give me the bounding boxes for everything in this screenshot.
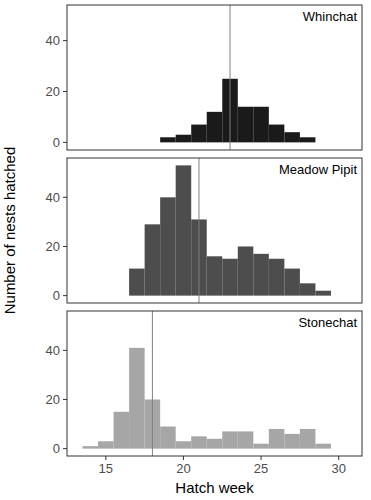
x-tick-label: 15 xyxy=(99,461,113,476)
bar xyxy=(129,269,145,296)
y-axis-label: Number of nests hatched xyxy=(1,147,18,315)
bar xyxy=(176,165,192,295)
y-tick xyxy=(63,448,67,449)
y-tick-label: 40 xyxy=(46,33,60,48)
bars xyxy=(160,5,315,150)
bar xyxy=(191,436,207,448)
bar xyxy=(160,197,176,295)
bar xyxy=(207,439,223,449)
bar xyxy=(300,137,316,142)
bar xyxy=(253,107,269,143)
mean-line xyxy=(198,158,199,303)
y-tick-label: 0 xyxy=(53,288,60,303)
bar xyxy=(269,259,285,296)
bar xyxy=(98,441,114,448)
y-tick xyxy=(63,246,67,247)
x-tick xyxy=(261,456,262,460)
bar xyxy=(160,137,176,142)
x-tick xyxy=(105,456,106,460)
y-tick-label: 0 xyxy=(53,135,60,150)
bar xyxy=(253,254,269,296)
bar xyxy=(315,444,331,449)
mean-line xyxy=(230,5,231,150)
bar xyxy=(83,446,99,448)
panel-frame xyxy=(67,158,362,303)
panel: 0 20 40 Whinchat xyxy=(46,5,362,150)
y-tick-label: 20 xyxy=(46,239,60,254)
bar xyxy=(222,431,238,448)
y-tick xyxy=(63,91,67,92)
bar xyxy=(284,132,300,142)
panel-title: Stonechat xyxy=(298,315,357,330)
bar xyxy=(176,441,192,448)
bar xyxy=(284,434,300,449)
mean-line xyxy=(152,311,153,456)
bars xyxy=(129,158,331,303)
x-tick-label: 25 xyxy=(254,461,268,476)
x-tick xyxy=(183,456,184,460)
y-tick-label: 20 xyxy=(46,84,60,99)
bar xyxy=(238,431,254,448)
panel-frame xyxy=(67,5,362,150)
bar xyxy=(129,348,145,449)
y-tick xyxy=(63,350,67,351)
bar xyxy=(176,135,192,143)
bar xyxy=(300,283,316,295)
bar xyxy=(269,125,285,143)
bar xyxy=(284,269,300,296)
bar xyxy=(269,429,285,449)
panel: 0 20 40 15 20 25 30 Stonechat xyxy=(46,311,362,476)
bar xyxy=(191,125,207,143)
y-tick xyxy=(63,295,67,296)
bar xyxy=(207,256,223,295)
y-tick-label: 0 xyxy=(53,441,60,456)
y-tick xyxy=(63,142,67,143)
bar xyxy=(253,444,269,449)
bar xyxy=(160,427,176,449)
bar xyxy=(315,291,331,296)
bar xyxy=(145,224,161,295)
x-tick-label: 20 xyxy=(176,461,190,476)
bars xyxy=(83,311,331,456)
panel-frame xyxy=(67,311,362,456)
y-tick-label: 40 xyxy=(46,343,60,358)
x-axis-label: Hatch week xyxy=(175,479,254,496)
panel-title: Whinchat xyxy=(303,9,358,24)
bar xyxy=(207,112,223,143)
bar xyxy=(114,412,130,449)
panel: 0 20 40 Meadow Pipit xyxy=(46,158,362,303)
x-tick-label: 30 xyxy=(331,461,345,476)
bar xyxy=(300,429,316,449)
bar xyxy=(238,107,254,143)
y-tick-label: 40 xyxy=(46,190,60,205)
y-tick-label: 20 xyxy=(46,392,60,407)
panel-title: Meadow Pipit xyxy=(279,162,357,177)
y-tick xyxy=(63,40,67,41)
bar xyxy=(222,259,238,296)
x-tick xyxy=(338,456,339,460)
bar xyxy=(238,246,254,295)
y-tick xyxy=(63,197,67,198)
y-tick xyxy=(63,399,67,400)
figure: 0 20 40 Whinchat 0 20 40 Meadow Pipit 0 20 40 15 20 2… xyxy=(0,0,371,500)
